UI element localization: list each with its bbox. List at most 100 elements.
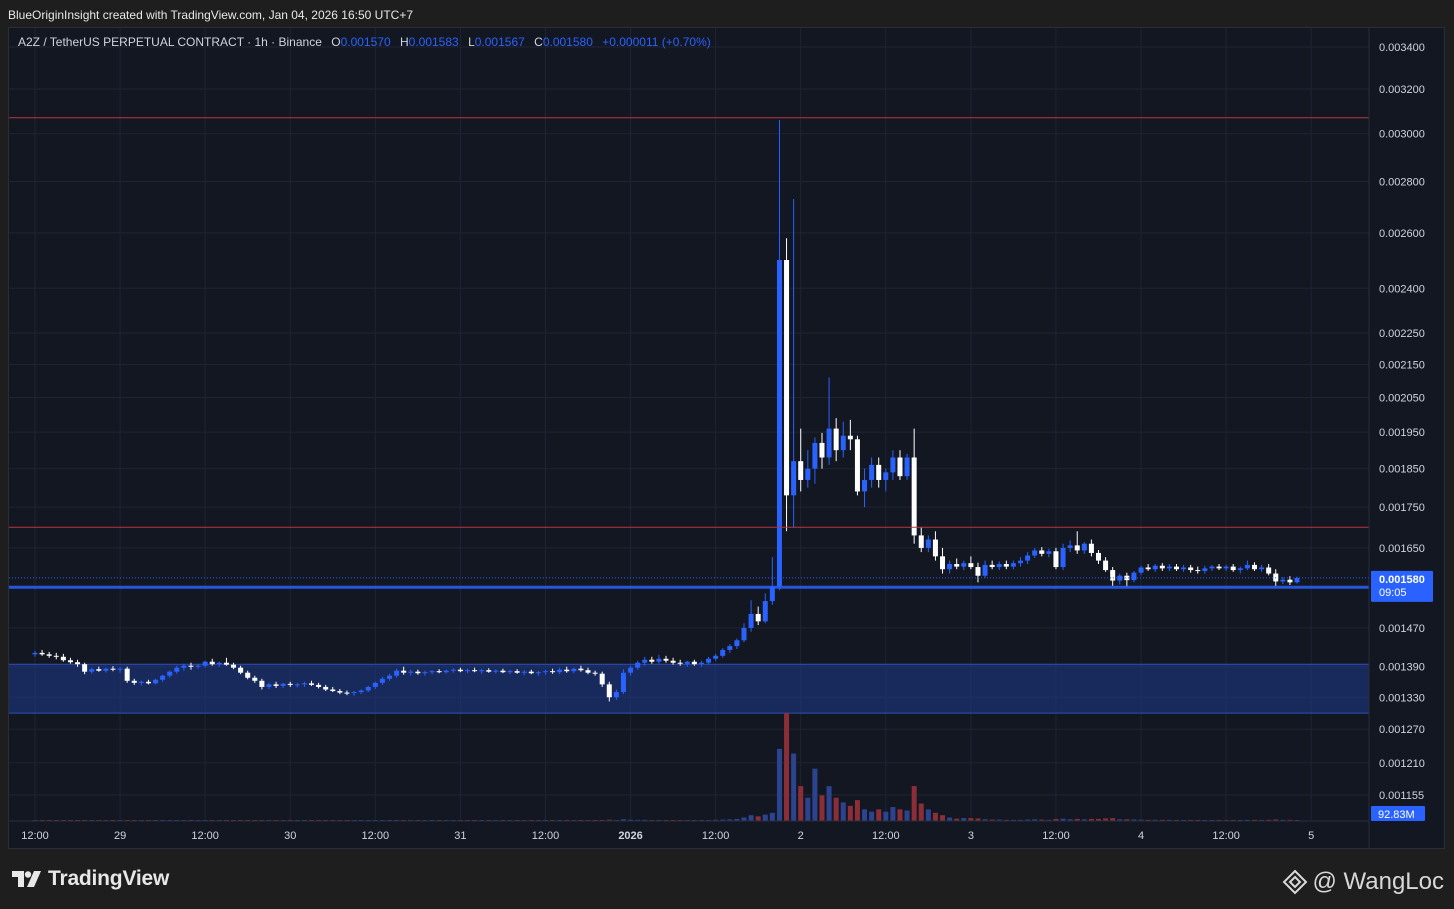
y-tick-label: 0.001155 (1379, 790, 1424, 802)
candle-body (578, 668, 584, 671)
volume-bar (741, 817, 747, 821)
candle-body (351, 692, 357, 694)
volume-bar (1287, 819, 1293, 821)
volume-bar (1259, 819, 1265, 821)
volume-bar (805, 797, 811, 821)
volume-bar (996, 819, 1002, 821)
support-zone-layer (9, 663, 1369, 714)
last-price-tag: 0.001580 (1379, 574, 1425, 586)
candle-body (741, 627, 747, 641)
volume-bar (968, 818, 974, 821)
candle-body (911, 457, 917, 536)
candle-body (869, 464, 875, 480)
volume-bar (1202, 819, 1208, 821)
candle-body (1166, 566, 1172, 569)
candles (32, 119, 1300, 702)
candle-body (238, 667, 244, 673)
candle-body (387, 675, 392, 679)
candle-body (323, 686, 329, 690)
volume-bar (1081, 819, 1087, 821)
candle-body (153, 679, 159, 684)
volume-bar (1181, 819, 1187, 821)
volume-bar (1131, 819, 1137, 821)
candle-body (507, 671, 513, 673)
volume-bar (1124, 819, 1130, 821)
candle-body (75, 662, 81, 665)
candle-body (940, 556, 946, 570)
tradingview-logo[interactable]: TradingView (12, 866, 169, 892)
x-tick-label: 12:00 (1042, 830, 1070, 842)
candle-body (330, 689, 336, 692)
candle-body (1088, 543, 1094, 553)
low-value: 0.001567 (474, 35, 525, 49)
candle-body (585, 670, 591, 673)
candle-body (408, 671, 414, 673)
volume-bar (1025, 819, 1031, 821)
candle-body (1230, 566, 1236, 571)
candle-body (975, 567, 981, 576)
candle-body (124, 668, 130, 681)
volume-bar (1032, 819, 1038, 821)
volume-bar (925, 809, 931, 821)
x-tick-label: 3 (968, 830, 974, 842)
x-tick-label: 29 (114, 830, 126, 842)
x-tick-label: 31 (454, 830, 466, 842)
candle-body (117, 668, 123, 670)
candle-body (542, 671, 548, 673)
candle-body (1251, 564, 1257, 570)
high-value: 0.001583 (408, 35, 459, 49)
volume-tag: 92.83M (1378, 809, 1415, 821)
volume-bar (869, 811, 875, 821)
candle-body (1138, 567, 1144, 573)
volume-bar (1067, 819, 1073, 821)
candle-body (1223, 566, 1229, 569)
candle-body (202, 661, 208, 666)
candle-body (769, 586, 775, 602)
candle-body (1010, 563, 1016, 567)
candle-body (195, 665, 201, 667)
volume-bar (635, 819, 641, 821)
candle-body (897, 457, 903, 477)
volume-bar (1244, 819, 1250, 821)
x-tick-label: 4 (1138, 830, 1144, 842)
candle-body (245, 672, 251, 678)
candle-body (798, 461, 804, 480)
candle-body (840, 435, 846, 451)
volume-bar (847, 805, 853, 821)
candle-body (1244, 564, 1250, 569)
candle-body (429, 671, 435, 673)
volume-bar (890, 807, 896, 821)
candle-body (443, 670, 449, 673)
candle-body (32, 652, 38, 655)
candle-body (706, 658, 712, 663)
candle-body (103, 668, 109, 671)
y-tick-label: 0.002400 (1379, 283, 1425, 295)
x-tick-label: 2026 (618, 830, 642, 842)
volume-bar (1173, 819, 1179, 821)
candle-body (472, 670, 478, 672)
candle-body (1287, 579, 1293, 583)
candle-body (606, 684, 612, 698)
candle-body (174, 667, 180, 672)
chart-panel[interactable]: 0.003400 0.003200 0.003000 0.002800 0.002600… (8, 27, 1445, 849)
volume-bar (961, 818, 967, 821)
candle-body (854, 439, 860, 492)
candle-body (422, 672, 428, 674)
volume-bar (1039, 819, 1045, 821)
volume-bar (784, 713, 790, 821)
candle-body (266, 684, 272, 687)
candle-body (649, 659, 655, 662)
candle-body (358, 690, 364, 693)
volume-bar (989, 819, 995, 821)
candlestick-chart[interactable]: 0.003400 0.003200 0.003000 0.002800 0.002600… (9, 28, 1444, 848)
candle-body (216, 662, 222, 665)
candle-body (784, 260, 790, 496)
candle-body (727, 646, 733, 650)
tradingview-logo-text: TradingView (48, 867, 170, 890)
candle-body (1131, 572, 1137, 581)
candle-body (1103, 560, 1109, 571)
low-label: L (468, 35, 475, 49)
symbol-title[interactable]: A2Z / TetherUS PERPETUAL CONTRACT · 1h ·… (18, 35, 322, 49)
candle-body (762, 601, 768, 622)
candle-body (635, 662, 641, 668)
